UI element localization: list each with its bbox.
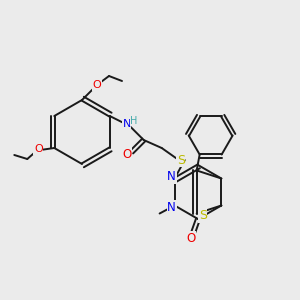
Text: N: N bbox=[167, 201, 176, 214]
Text: S: S bbox=[199, 209, 207, 222]
Text: O: O bbox=[93, 80, 101, 90]
Text: O: O bbox=[186, 232, 196, 244]
Text: O: O bbox=[34, 144, 43, 154]
Text: O: O bbox=[122, 148, 131, 160]
Text: N: N bbox=[122, 119, 131, 129]
Text: N: N bbox=[167, 170, 176, 183]
Text: S: S bbox=[177, 154, 185, 166]
Text: H: H bbox=[130, 116, 137, 126]
